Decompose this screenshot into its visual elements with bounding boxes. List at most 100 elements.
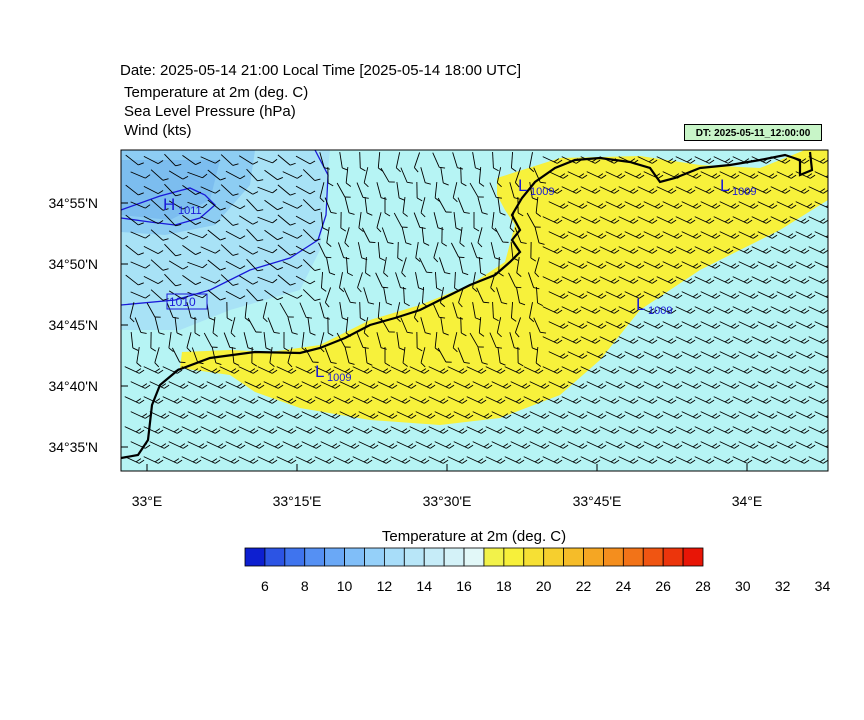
wind-barb: [344, 347, 355, 365]
wind-barb: [757, 381, 778, 389]
wind-barb: [504, 456, 525, 464]
wind-barb: [751, 306, 772, 314]
wind-barb: [459, 227, 465, 247]
lon-label: 33°30'E: [422, 493, 472, 509]
wind-barb: [130, 261, 151, 269]
wind-barb: [219, 396, 240, 404]
wind-barb: [675, 186, 696, 194]
wind-barb: [605, 351, 626, 359]
wind-barb: [212, 317, 218, 337]
wind-barb: [263, 411, 284, 419]
wind-barb: [225, 260, 246, 270]
wind-barb: [264, 289, 284, 301]
wind-barb: [814, 441, 828, 449]
wind-barb: [618, 246, 639, 254]
wind-barb: [124, 396, 145, 404]
colorbar-swatch: [622, 547, 644, 567]
wind-barb: [447, 426, 468, 434]
wind-barb: [776, 351, 797, 359]
wind-barb: [567, 441, 588, 449]
wind-barb: [637, 246, 658, 254]
wind-barb: [220, 184, 239, 196]
wind-barb: [656, 456, 677, 464]
wind-barb: [618, 426, 639, 434]
wind-barb: [339, 302, 348, 321]
wind-barb: [358, 441, 379, 449]
wind-barb: [130, 411, 151, 419]
wind-barb: [567, 381, 588, 389]
wind-barb: [732, 396, 753, 404]
wind-barb: [542, 246, 563, 254]
wind-barb: [732, 456, 753, 464]
wind-barb: [434, 381, 455, 389]
wind-barb: [396, 332, 405, 351]
wind-barb: [168, 200, 189, 210]
wind-barb: [345, 166, 352, 187]
wind-barb: [181, 456, 202, 464]
wind-barb: [302, 289, 321, 301]
wind-barb: [282, 411, 303, 419]
wind-barb: [220, 244, 239, 256]
wind-barb: [535, 286, 543, 307]
wind-barb: [662, 411, 683, 419]
wind-barb: [352, 456, 373, 464]
wind-barb: [143, 155, 164, 165]
colorbar-tick-label: 16: [456, 578, 472, 594]
wind-barb: [713, 456, 734, 464]
wind-barb: [295, 155, 316, 165]
wind-barb: [320, 441, 341, 449]
wind-barb: [238, 245, 259, 255]
wind-barb: [200, 456, 221, 464]
wind-barb: [700, 291, 721, 299]
wind-barb: [548, 201, 569, 209]
wind-barb: [400, 167, 413, 184]
wind-barb: [428, 366, 449, 374]
wind-barb: [187, 171, 208, 179]
wind-barb: [304, 347, 319, 363]
wind-barb: [789, 246, 810, 254]
wind-barb: [534, 227, 545, 245]
wind-barb: [343, 287, 357, 304]
wind-barb: [776, 201, 797, 209]
wind-barb: [420, 197, 426, 218]
wind-barb: [314, 426, 335, 434]
colorbar-swatch: [603, 547, 624, 567]
wind-barb: [580, 426, 601, 434]
wind-barb: [599, 156, 620, 164]
wind-barb: [561, 396, 582, 404]
wind-barb: [795, 321, 816, 329]
wind-barb: [390, 396, 411, 404]
wind-barb: [401, 257, 407, 278]
wind-barb: [523, 456, 544, 464]
wind-barb: [496, 167, 502, 188]
colorbar-swatch: [503, 547, 525, 567]
wind-barb: [130, 441, 151, 449]
wind-barb: [618, 396, 639, 404]
wind-barb: [675, 366, 696, 374]
wind-barb: [624, 351, 645, 359]
wind-barb: [548, 291, 569, 299]
wind-barb: [599, 246, 620, 254]
wind-barb: [433, 242, 439, 263]
wind-barb: [770, 246, 791, 254]
lon-label: 33°45'E: [572, 493, 622, 509]
wind-barb: [440, 167, 449, 186]
wind-barb: [164, 183, 182, 197]
wind-barb: [561, 246, 582, 254]
wind-barb: [125, 244, 144, 256]
wind-barb: [643, 291, 664, 299]
wind-barb: [225, 200, 246, 210]
wind-barb: [200, 246, 221, 254]
wind-barb: [738, 411, 759, 419]
wind-barb: [376, 182, 387, 200]
wind-barb: [314, 456, 335, 464]
wind-barb: [244, 301, 251, 322]
wind-barb: [187, 231, 208, 239]
wind-barb: [301, 381, 322, 389]
colorbar-swatch: [244, 547, 266, 567]
wind-barb: [694, 186, 715, 194]
wind-barb: [207, 199, 226, 211]
wind-barb: [618, 366, 639, 374]
colorbar-swatch: [523, 547, 545, 567]
wind-barb: [814, 321, 828, 329]
